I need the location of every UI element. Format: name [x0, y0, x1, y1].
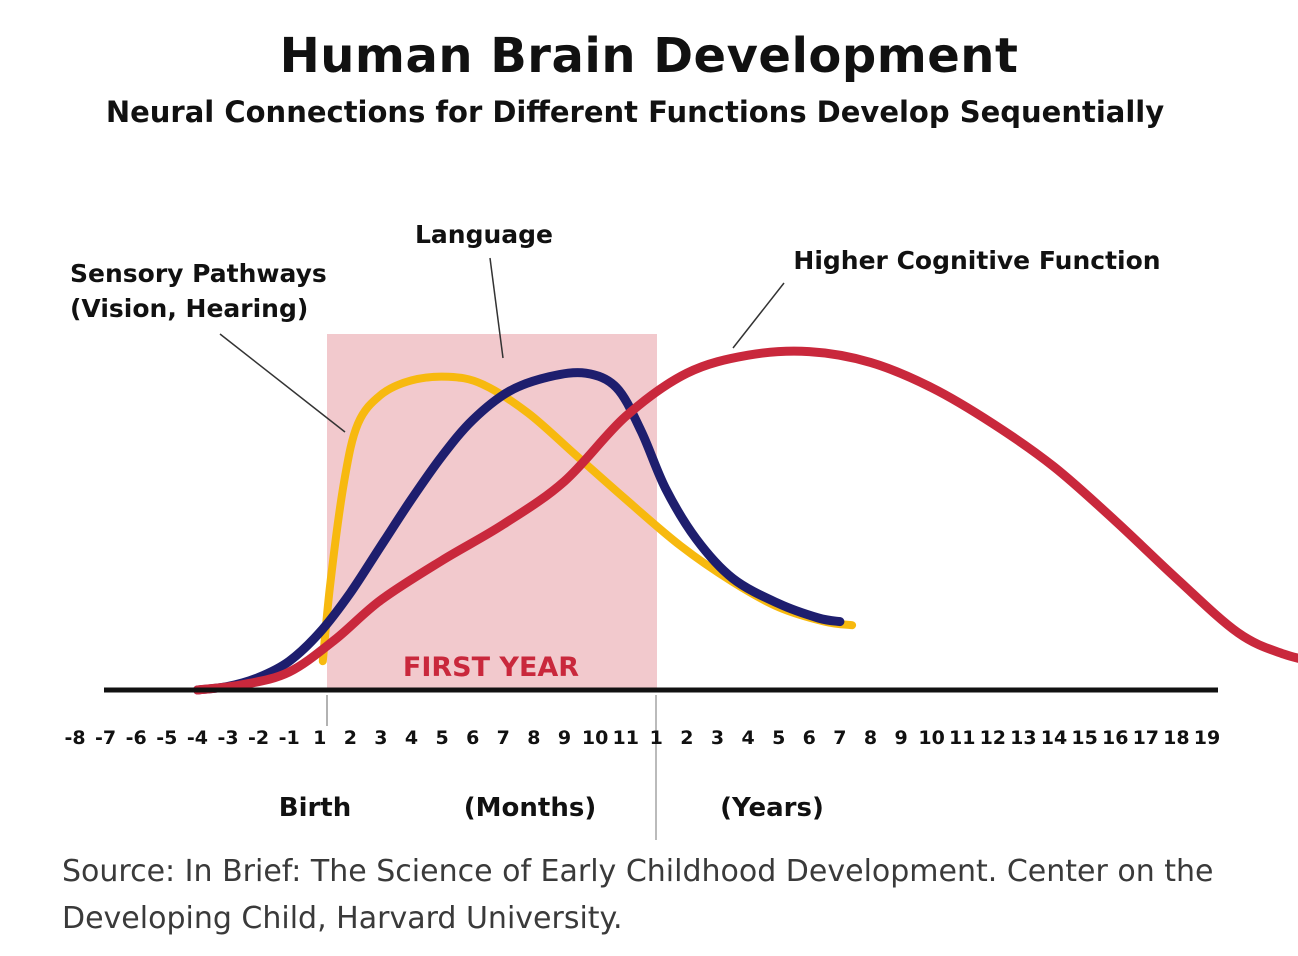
x-tick-label: 17: [1133, 727, 1159, 749]
series-line-language: [192, 368, 845, 695]
x-tick-label: 9: [894, 727, 907, 749]
x-tick-label: 2: [680, 727, 693, 749]
x-tick-label: 16: [1102, 727, 1128, 749]
leader-line-language: [489, 257, 504, 359]
x-tick-label: -5: [156, 727, 177, 749]
leader-line-cognitive: [732, 282, 785, 349]
x-tick-label: 8: [527, 727, 540, 749]
x-tick-label: -4: [187, 727, 208, 749]
x-tick-label: 15: [1071, 727, 1097, 749]
x-tick-label: 7: [497, 727, 510, 749]
x-axis-layer: -8 -7 -6 -5 -4 -3 -2 -1 1 2 3 4 5 6 7 8 9 10 11 1 2 3 4 5 6 7 8 9 10…: [64, 687, 1220, 840]
x-tick-label: 19: [1194, 727, 1220, 749]
x-tick-label: 12: [980, 727, 1006, 749]
series-line-cognitive: [192, 346, 1298, 695]
x-tick-label: 11: [612, 727, 638, 749]
first-year-label: FIRST YEAR: [403, 652, 579, 683]
x-tick-label: 11: [949, 727, 975, 749]
x-tick-label: -8: [64, 727, 85, 749]
series-label-language: Language: [415, 220, 553, 249]
x-tick-label: 2: [344, 727, 357, 749]
x-tick-label: 4: [405, 727, 418, 749]
series-label-cognitive: Higher Cognitive Function: [793, 246, 1160, 275]
x-tick-label: 14: [1041, 727, 1067, 749]
x-tick-label: -3: [217, 727, 238, 749]
series-label-sensory: Sensory Pathways (Vision, Hearing): [70, 259, 327, 323]
x-tick-label: 5: [772, 727, 785, 749]
annotation-layer: Sensory Pathways (Vision, Hearing) Languag…: [70, 220, 1161, 433]
x-tick-label: 3: [711, 727, 724, 749]
x-tick-label: 18: [1163, 727, 1189, 749]
x-tick-label: -7: [95, 727, 116, 749]
x-tick-label: 7: [833, 727, 846, 749]
axis-caption-birth: Birth: [279, 793, 352, 823]
x-tick-label: -6: [126, 727, 147, 749]
x-tick-label: 13: [1010, 727, 1036, 749]
x-tick-label: 1: [313, 727, 326, 749]
x-tick-label: -2: [248, 727, 269, 749]
leader-line-sensory: [219, 333, 346, 433]
x-tick-label: 1: [650, 727, 663, 749]
x-tick-label: -1: [279, 727, 300, 749]
x-tick-label: 4: [741, 727, 754, 749]
x-tick-label: 10: [582, 727, 608, 749]
axis-caption-years: (Years): [720, 793, 824, 823]
x-tick-label: 6: [803, 727, 816, 749]
x-tick-label: 8: [864, 727, 877, 749]
series-layer: [192, 346, 1298, 695]
x-tick-label: 10: [918, 727, 944, 749]
x-tick-label: 3: [374, 727, 387, 749]
x-tick-label: 6: [466, 727, 479, 749]
x-tick-label: 9: [558, 727, 571, 749]
chart-subtitle: Neural Connections for Different Functio…: [105, 95, 1165, 129]
chart-title: Human Brain Development: [279, 28, 1019, 84]
axis-caption-months: (Months): [464, 793, 596, 823]
x-tick-label: 5: [435, 727, 448, 749]
source-note: Source: In Brief: The Science of Early C…: [62, 854, 1214, 936]
